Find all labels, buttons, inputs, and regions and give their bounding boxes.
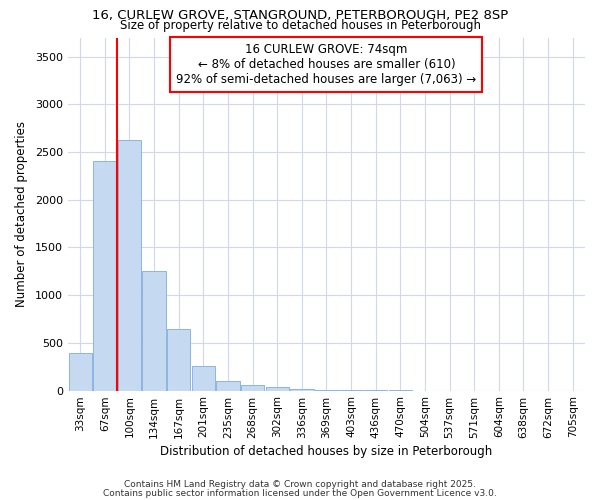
Text: Contains public sector information licensed under the Open Government Licence v3: Contains public sector information licen… — [103, 488, 497, 498]
Bar — [142, 272, 166, 390]
Text: Contains HM Land Registry data © Crown copyright and database right 2025.: Contains HM Land Registry data © Crown c… — [124, 480, 476, 489]
Bar — [167, 330, 190, 390]
Text: 16 CURLEW GROVE: 74sqm
← 8% of detached houses are smaller (610)
92% of semi-det: 16 CURLEW GROVE: 74sqm ← 8% of detached … — [176, 43, 476, 86]
Y-axis label: Number of detached properties: Number of detached properties — [15, 121, 28, 307]
Bar — [118, 140, 141, 390]
Bar — [216, 380, 239, 390]
Bar — [93, 160, 116, 390]
Text: Size of property relative to detached houses in Peterborough: Size of property relative to detached ho… — [119, 19, 481, 32]
X-axis label: Distribution of detached houses by size in Peterborough: Distribution of detached houses by size … — [160, 444, 493, 458]
Bar — [68, 354, 92, 391]
Bar — [266, 387, 289, 390]
Bar — [191, 366, 215, 390]
Bar — [290, 388, 314, 390]
Text: 16, CURLEW GROVE, STANGROUND, PETERBOROUGH, PE2 8SP: 16, CURLEW GROVE, STANGROUND, PETERBOROU… — [92, 9, 508, 22]
Bar — [241, 386, 264, 390]
